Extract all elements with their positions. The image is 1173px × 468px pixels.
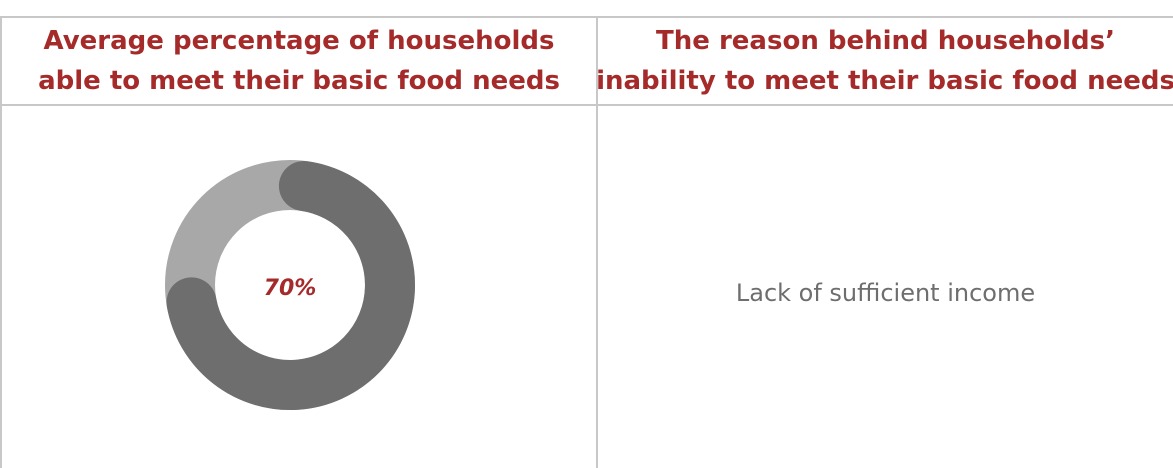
top-border bbox=[0, 16, 1173, 18]
left-border bbox=[0, 16, 2, 468]
column-header-percentage: Average percentage of households able to… bbox=[2, 18, 596, 104]
column-header-reason-line2: inability to meet their basic food needs bbox=[596, 66, 1173, 96]
column-header-percentage-line2: able to meet their basic food needs bbox=[38, 66, 560, 96]
column-header-reason-line1: The reason behind households’ bbox=[656, 26, 1115, 56]
column-header-reason: The reason behind households’ inability … bbox=[596, 18, 1173, 104]
donut-chart: 70% bbox=[165, 160, 415, 410]
donut-slice-main bbox=[166, 160, 415, 410]
reason-text: Lack of sufficient income bbox=[735, 279, 1036, 307]
column-header-percentage-line1: Average percentage of households bbox=[43, 26, 555, 56]
column-divider bbox=[596, 16, 598, 468]
donut-center-label: 70% bbox=[264, 276, 317, 301]
header-divider bbox=[0, 104, 1173, 106]
